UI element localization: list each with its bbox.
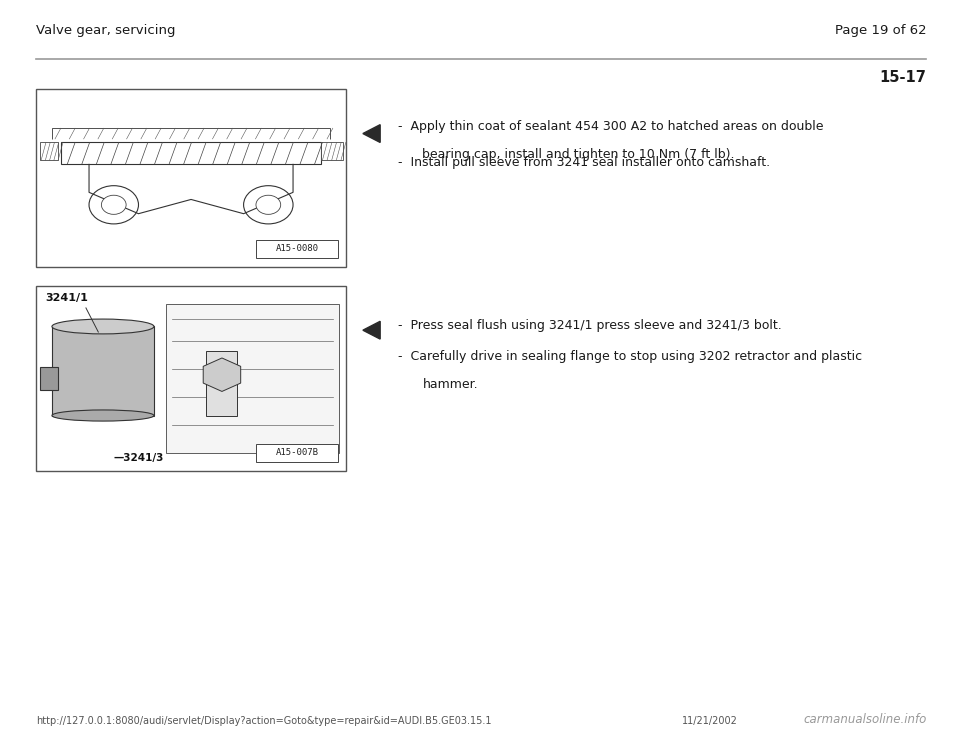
Circle shape <box>244 186 293 224</box>
Bar <box>206 351 237 416</box>
Ellipse shape <box>52 410 154 421</box>
Text: 15-17: 15-17 <box>879 70 926 85</box>
Text: -  Carefully drive in sealing flange to stop using 3202 retractor and plastic: - Carefully drive in sealing flange to s… <box>398 350 862 364</box>
Text: A15-007B: A15-007B <box>276 448 319 458</box>
Text: A15-0080: A15-0080 <box>276 244 319 254</box>
Bar <box>36 286 346 471</box>
Text: 11/21/2002: 11/21/2002 <box>682 716 737 726</box>
Text: 3241/1: 3241/1 <box>46 293 88 303</box>
Bar <box>52 326 154 416</box>
Circle shape <box>89 186 138 224</box>
Bar <box>256 444 338 462</box>
Ellipse shape <box>52 319 154 334</box>
Bar <box>321 142 343 160</box>
Text: -  Press seal flush using 3241/1 press sleeve and 3241/3 bolt.: - Press seal flush using 3241/1 press sl… <box>398 319 782 332</box>
Text: hammer.: hammer. <box>422 378 478 392</box>
Polygon shape <box>61 142 321 164</box>
Text: http://127.0.0.1:8080/audi/servlet/Display?action=Goto&type=repair&id=AUDI.B5.GE: http://127.0.0.1:8080/audi/servlet/Displ… <box>36 716 492 726</box>
Bar <box>39 367 59 390</box>
Text: bearing cap, install and tighten to 10 Nm (7 ft lb).: bearing cap, install and tighten to 10 N… <box>422 148 735 162</box>
Text: Page 19 of 62: Page 19 of 62 <box>835 24 926 37</box>
Circle shape <box>256 195 280 214</box>
Bar <box>166 304 340 453</box>
Text: carmanualsoline.info: carmanualsoline.info <box>803 712 926 726</box>
Text: Valve gear, servicing: Valve gear, servicing <box>36 24 176 37</box>
Polygon shape <box>363 125 380 142</box>
Text: -  Apply thin coat of sealant 454 300 A2 to hatched areas on double: - Apply thin coat of sealant 454 300 A2 … <box>398 120 824 134</box>
Circle shape <box>102 195 126 214</box>
Polygon shape <box>363 321 380 339</box>
Bar <box>36 89 346 267</box>
Bar <box>256 240 338 258</box>
Bar <box>39 142 59 160</box>
Text: -  Install pull sleeve from 3241 seal installer onto camshaft.: - Install pull sleeve from 3241 seal ins… <box>398 156 771 169</box>
Text: —3241/3: —3241/3 <box>113 453 164 462</box>
